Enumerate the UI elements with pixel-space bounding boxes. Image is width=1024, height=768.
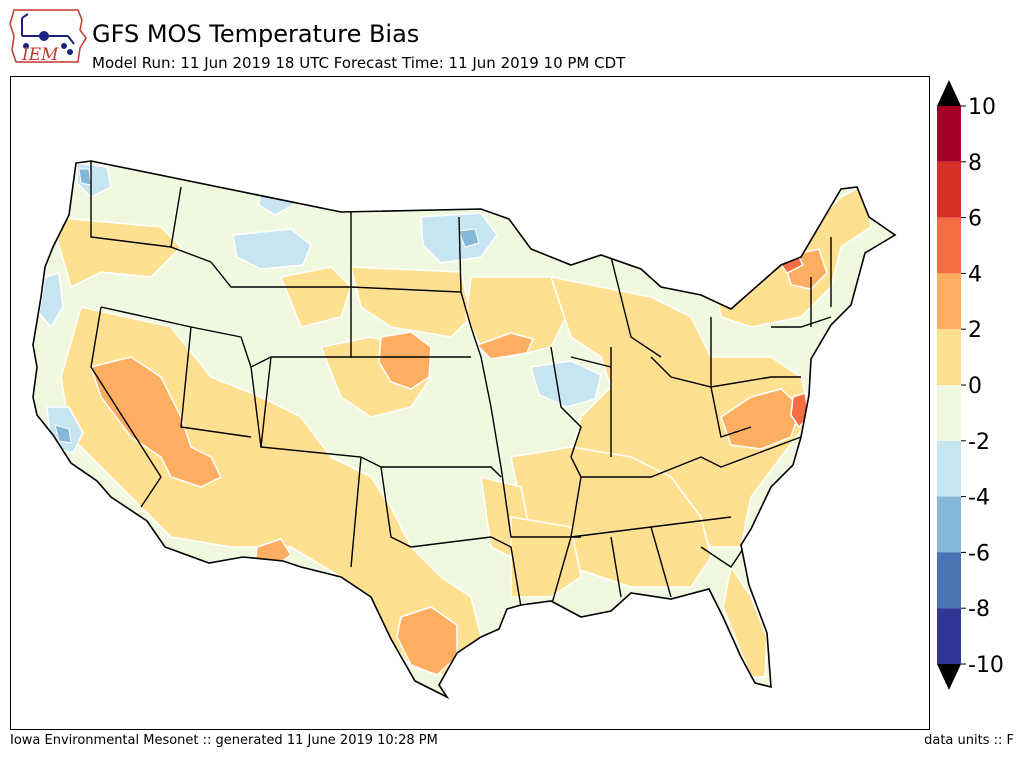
colorbar-bin xyxy=(937,106,961,162)
colorbar-bin xyxy=(937,440,961,497)
colorbar-tick-label: 4 xyxy=(968,262,982,287)
state-boundaries xyxy=(90,161,832,608)
colorbar-bin xyxy=(937,496,961,553)
colorbar-bin xyxy=(937,385,961,441)
colorbar-over-arrow xyxy=(937,80,961,106)
colorbar-ticks: 10 8 6 4 2 0 -2 -4 -6 -8 -10 xyxy=(961,95,1004,678)
colorbar-bin xyxy=(937,552,961,609)
footer-credit: Iowa Environmental Mesonet :: generated … xyxy=(10,733,438,748)
colorbar-bins xyxy=(937,106,961,664)
colorbar-tick-label: 10 xyxy=(968,95,996,120)
colorbar-tick-label: 8 xyxy=(968,151,982,176)
iem-logo: IEM xyxy=(9,9,87,65)
page-title: GFS MOS Temperature Bias xyxy=(92,20,420,48)
colorbar-bin xyxy=(937,273,961,330)
weather-symbol-icon xyxy=(21,13,75,55)
colorbar-bin xyxy=(937,608,961,664)
colorbar-tick-label: -4 xyxy=(968,486,990,511)
colorbar-tick-label: -10 xyxy=(968,653,1004,678)
footer-units: data units :: F xyxy=(924,733,1014,748)
logo-text: IEM xyxy=(21,45,59,65)
page-subtitle: Model Run: 11 Jun 2019 18 UTC Forecast T… xyxy=(92,54,626,72)
colorbar-tick-label: 0 xyxy=(968,374,982,399)
conus-bias-map xyxy=(32,160,896,698)
colorbar-bin xyxy=(937,161,961,218)
colorbar-tick-label: -8 xyxy=(968,597,990,622)
colorbar-tick-label: -2 xyxy=(968,430,990,455)
colorbar-bin xyxy=(937,329,961,385)
colorbar-under-arrow xyxy=(937,664,961,690)
map-panel xyxy=(10,76,930,730)
colorbar-tick-label: 6 xyxy=(968,207,982,232)
bias-zone-minus4-6 xyxy=(54,168,480,444)
colorbar-bin xyxy=(937,217,961,274)
colorbar-tick-label: -6 xyxy=(968,541,990,566)
colorbar-tick-label: 2 xyxy=(968,318,982,343)
colorbar: 10 8 6 4 2 0 -2 -4 -6 -8 -10 xyxy=(937,80,1004,690)
